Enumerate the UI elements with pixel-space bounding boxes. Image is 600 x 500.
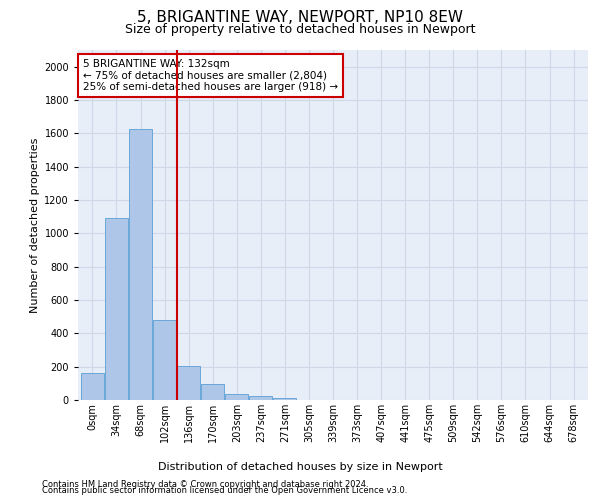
- Text: Contains public sector information licensed under the Open Government Licence v3: Contains public sector information licen…: [42, 486, 407, 495]
- Text: 5 BRIGANTINE WAY: 132sqm
← 75% of detached houses are smaller (2,804)
25% of sem: 5 BRIGANTINE WAY: 132sqm ← 75% of detach…: [83, 59, 338, 92]
- Bar: [250, 396, 272, 400]
- Bar: [81, 372, 104, 400]
- Bar: [226, 394, 248, 400]
- Bar: [153, 320, 176, 400]
- Bar: [105, 218, 128, 400]
- Text: Distribution of detached houses by size in Newport: Distribution of detached houses by size …: [158, 462, 442, 472]
- Bar: [129, 129, 152, 400]
- Text: 5, BRIGANTINE WAY, NEWPORT, NP10 8EW: 5, BRIGANTINE WAY, NEWPORT, NP10 8EW: [137, 10, 463, 25]
- Y-axis label: Number of detached properties: Number of detached properties: [30, 138, 40, 312]
- Bar: [177, 366, 200, 400]
- Text: Contains HM Land Registry data © Crown copyright and database right 2024.: Contains HM Land Registry data © Crown c…: [42, 480, 368, 489]
- Text: Size of property relative to detached houses in Newport: Size of property relative to detached ho…: [125, 22, 475, 36]
- Bar: [274, 398, 296, 400]
- Bar: [201, 384, 224, 400]
